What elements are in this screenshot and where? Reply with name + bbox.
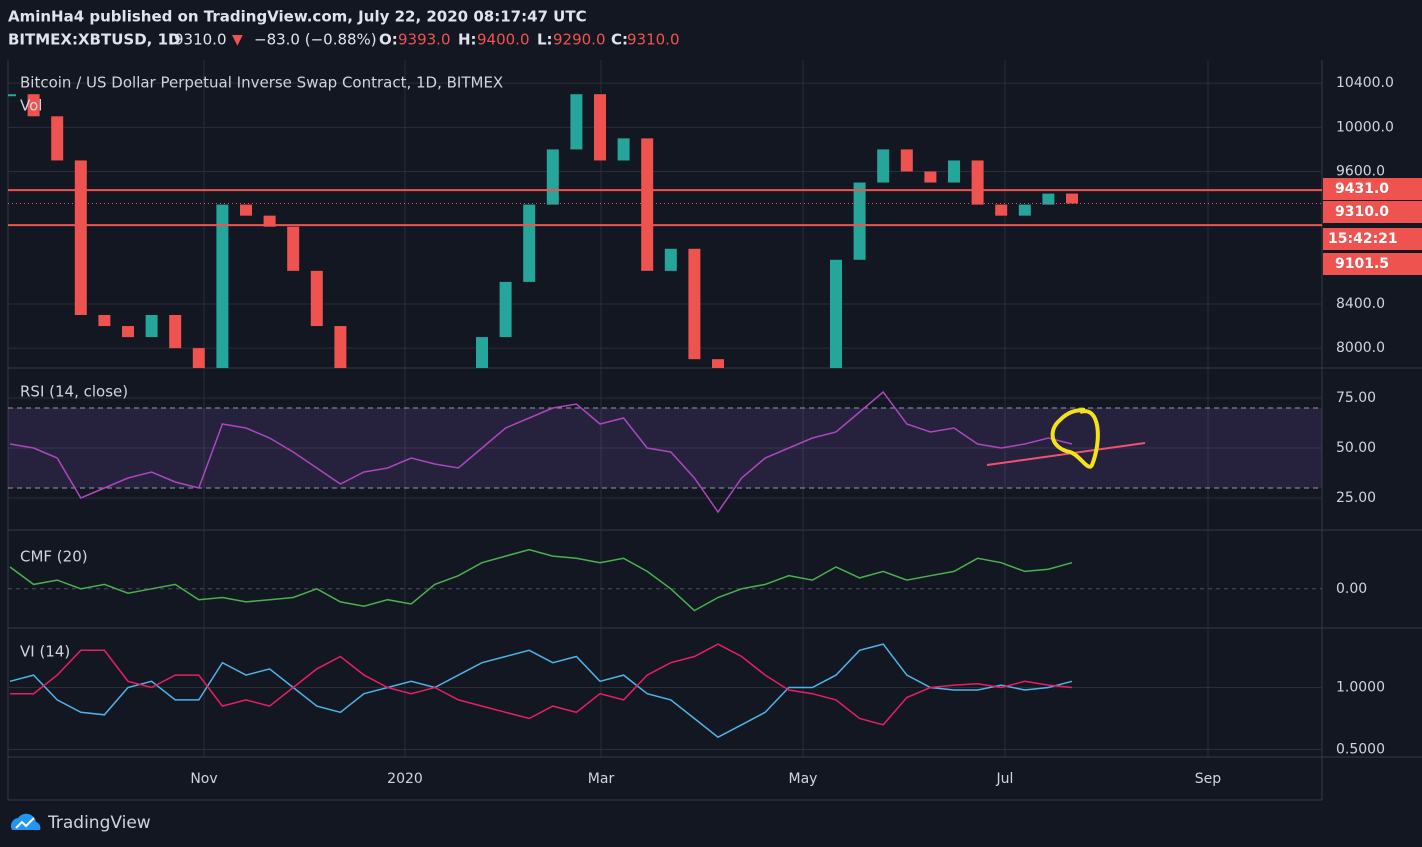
cmf-title: CMF (20) (20, 548, 88, 566)
change-arrow: ▼ (232, 32, 243, 48)
trend-line (986, 442, 1146, 466)
rsi-line (9, 390, 1073, 514)
candle (948, 160, 960, 183)
candle (1018, 204, 1031, 216)
candle (688, 248, 701, 360)
x-tick-label: Sep (1195, 771, 1222, 787)
y-tick-label: 10400.0 (1336, 75, 1394, 91)
pane-frame (7, 60, 1422, 801)
close: 9310.0 (627, 31, 680, 49)
candles (8, 94, 1078, 368)
candle (334, 326, 347, 368)
high-label: H: (458, 31, 477, 49)
vi-line (9, 643, 1073, 739)
y-tick-label: 8000.0 (1336, 340, 1385, 356)
open-label: O: (379, 31, 398, 49)
low-label: L: (537, 31, 553, 49)
high: 9400.0 (477, 31, 530, 49)
y-tick-label: 8400.0 (1336, 296, 1385, 312)
x-tick-label: Mar (588, 771, 615, 787)
brand: TradingView (47, 813, 151, 833)
rsi-band (8, 408, 1322, 488)
candle (145, 315, 158, 338)
badge: 9431.0 (1335, 181, 1389, 197)
candle (853, 182, 866, 260)
candle (570, 94, 583, 150)
candle (499, 281, 512, 338)
candle (995, 204, 1008, 216)
candle (641, 138, 654, 271)
y-tick-label: 50.00 (1336, 440, 1376, 456)
change: −83.0 (−0.88%) (254, 31, 377, 49)
badge-bg (1323, 253, 1422, 275)
vi-title: VI (14) (20, 643, 70, 661)
candle (98, 315, 111, 327)
y-tick-label: 25.00 (1336, 490, 1376, 506)
x-tick-label: May (789, 771, 818, 787)
candle (216, 204, 229, 368)
candle (712, 359, 724, 368)
countdown: 15:42:21 (1328, 231, 1398, 247)
marks (8, 94, 1322, 739)
candle (8, 94, 16, 97)
candle (877, 149, 890, 183)
badge-bg (1323, 201, 1422, 223)
candle (74, 160, 87, 316)
y-tick-label: 0.5000 (1336, 742, 1385, 758)
candle (310, 270, 323, 327)
candle (1066, 193, 1078, 204)
open: 9393.0 (398, 31, 451, 49)
vi-line (10, 643, 1073, 726)
y-tick-label: 0.00 (1336, 581, 1367, 597)
y-tick-label: 1.0000 (1336, 680, 1385, 696)
candle (169, 315, 182, 349)
candle (27, 94, 40, 117)
x-tick-label: Jul (996, 771, 1014, 787)
candle (240, 204, 252, 216)
badge: 9101.5 (1335, 256, 1389, 272)
candle (523, 204, 536, 282)
publisher: AminHa4 published on TradingView.com, Ju… (8, 8, 587, 26)
candle (900, 149, 913, 172)
candle (664, 248, 677, 271)
candle (122, 326, 134, 338)
price-title: Bitcoin / US Dollar Perpetual Inverse Sw… (20, 74, 503, 92)
candle (51, 116, 64, 161)
candle (263, 215, 276, 227)
candle (971, 160, 984, 205)
volume-label: Vol (20, 97, 42, 115)
candle (924, 171, 937, 183)
candle (192, 348, 205, 368)
candle (594, 94, 606, 161)
y-tick-label: 10000.0 (1336, 119, 1394, 135)
candle (476, 337, 488, 368)
highlight-circle (1050, 408, 1100, 469)
y-tick-label: 9600.0 (1336, 163, 1385, 179)
x-tick-label: 2020 (387, 771, 423, 787)
close-label: C: (611, 31, 628, 49)
rsi-title: RSI (14, close) (20, 383, 128, 401)
candle (1042, 193, 1055, 205)
x-tick-label: Nov (190, 771, 217, 787)
y-tick-label: 75.00 (1336, 390, 1376, 406)
badge-bg (1323, 228, 1422, 250)
symbol: BITMEX:XBTUSD, 1D (8, 31, 180, 49)
candle (617, 138, 630, 161)
badge: 9310.0 (1335, 204, 1389, 220)
logo (10, 813, 41, 830)
badge-bg (1323, 178, 1422, 200)
last-price: 9310.0 (174, 31, 227, 49)
candle (287, 226, 300, 271)
low: 9290.0 (553, 31, 606, 49)
candle (546, 149, 559, 205)
cmf-line (9, 548, 1073, 612)
candle (830, 259, 842, 368)
